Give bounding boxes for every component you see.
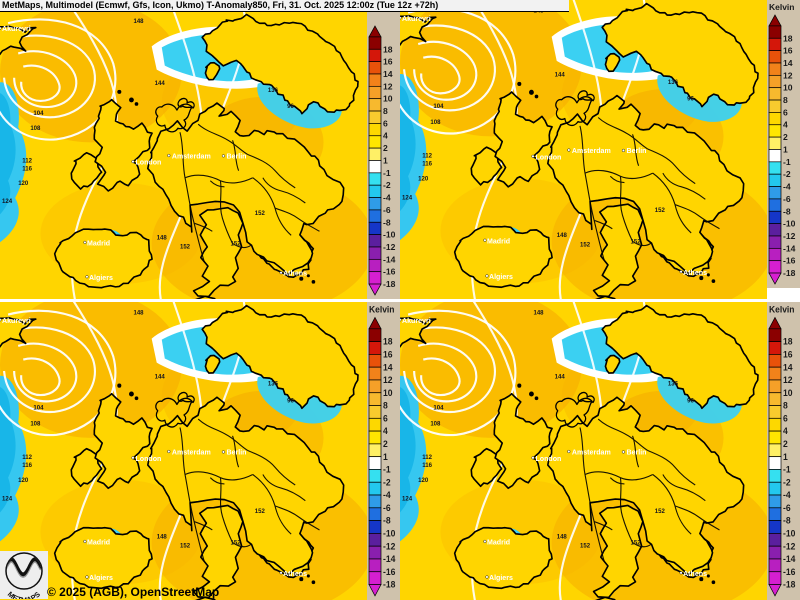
svg-text:Kelvin: Kelvin bbox=[769, 2, 794, 12]
svg-text:METMAPS: METMAPS bbox=[6, 590, 42, 599]
svg-text:Kelvin: Kelvin bbox=[369, 304, 394, 314]
svg-text:Kelvin: Kelvin bbox=[769, 304, 794, 314]
